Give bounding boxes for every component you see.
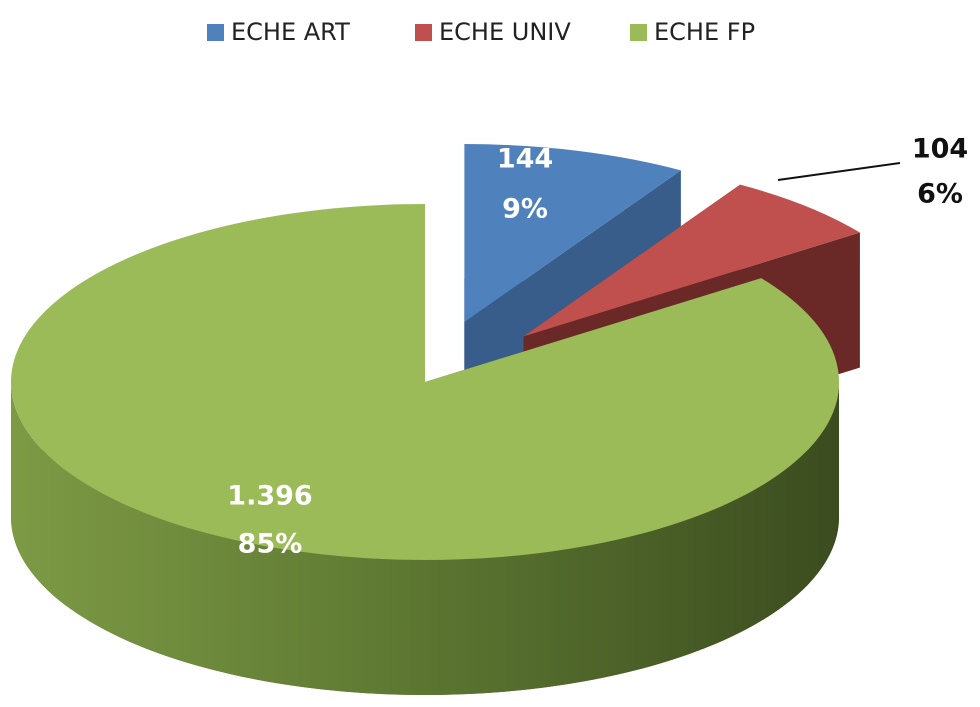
slice-side (11, 382, 839, 695)
legend-swatch (415, 24, 432, 41)
percent-label: 85% (238, 529, 303, 560)
slice (523, 184, 860, 337)
legend-swatch (630, 24, 647, 41)
percent-label: 9% (502, 194, 548, 225)
legend-label: ECHE UNIV (439, 18, 571, 46)
percent-label: 6% (917, 179, 963, 210)
legend-swatch (207, 24, 224, 41)
slice (11, 204, 840, 560)
legend-label: ECHE FP (654, 18, 755, 46)
slice (464, 144, 681, 323)
legend-label: ECHE ART (231, 18, 350, 46)
leader-line (777, 162, 901, 181)
data-label: 1.396 (227, 481, 312, 512)
data-label: 104 (912, 134, 968, 165)
data-label: 144 (497, 144, 553, 175)
